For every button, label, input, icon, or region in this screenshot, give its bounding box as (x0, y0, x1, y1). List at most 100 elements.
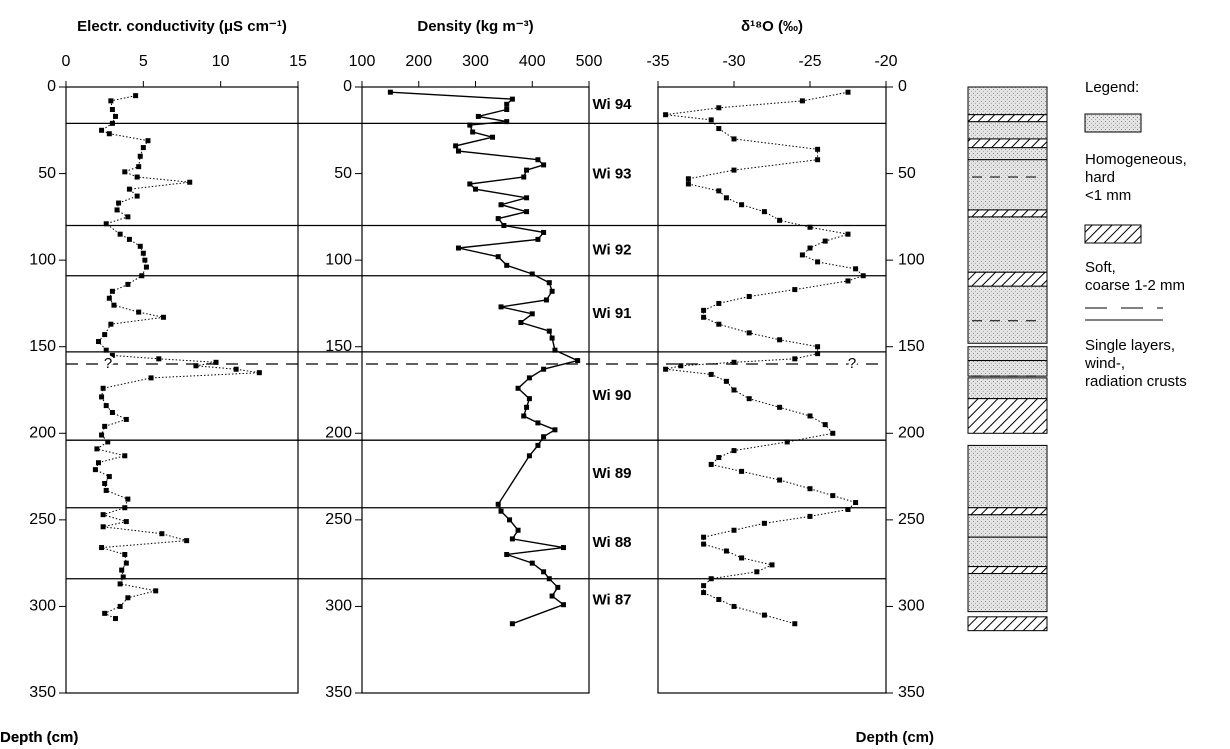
legend-text: radiation crusts (1085, 373, 1187, 390)
data-point (134, 193, 140, 199)
data-point (123, 416, 129, 422)
data-point (123, 519, 129, 525)
y-tick-label: 200 (898, 425, 925, 442)
data-point (754, 569, 760, 575)
year-label: Wi 90 (592, 387, 631, 404)
data-point (473, 186, 478, 192)
data-point (535, 236, 541, 242)
data-point (102, 423, 108, 429)
data-point (518, 319, 524, 325)
data-point (106, 131, 112, 137)
data-point (761, 612, 767, 618)
data-point (792, 287, 798, 293)
data-point (685, 176, 691, 182)
year-label: Wi 93 (592, 165, 631, 182)
data-point (120, 574, 126, 580)
data-point (701, 314, 707, 320)
data-point (136, 164, 142, 170)
y-tick-label: 50 (38, 165, 56, 182)
data-point (663, 366, 669, 372)
data-point (109, 410, 115, 416)
data-point (731, 603, 737, 609)
data-point (853, 266, 859, 272)
data-point (521, 413, 527, 419)
y-tick-label: 350 (29, 684, 56, 701)
data-point (145, 138, 151, 144)
profile-line (94, 95, 260, 619)
data-point (106, 474, 112, 480)
panel-title: Electr. conductivity (μS cm⁻¹) (77, 18, 287, 35)
homogeneous-layer (967, 285, 1048, 344)
data-point (541, 569, 547, 575)
x-tick-label: -30 (722, 53, 745, 70)
data-point (99, 432, 105, 438)
data-point (125, 496, 131, 502)
data-point (498, 304, 504, 310)
data-point (708, 117, 714, 123)
data-point (140, 250, 146, 256)
homogeneous-layer (967, 346, 1048, 362)
data-point (509, 621, 515, 627)
data-point (142, 257, 148, 263)
legend-text: Single layers, (1085, 337, 1175, 354)
data-point (126, 186, 132, 192)
y-tick-label: 350 (898, 684, 925, 701)
data-point (109, 288, 115, 294)
legend-text: coarse 1-2 mm (1085, 277, 1185, 294)
x-tick-label: 10 (212, 53, 230, 70)
x-tick-label: -35 (646, 53, 669, 70)
data-point (126, 236, 132, 242)
data-point (140, 145, 146, 151)
legend-text: Soft, (1085, 259, 1116, 276)
data-point (807, 413, 813, 419)
data-point (815, 157, 821, 163)
data-point (807, 513, 813, 519)
homogeneous-layer (967, 216, 1048, 273)
year-label: Wi 91 (592, 305, 631, 322)
data-point (521, 174, 527, 180)
data-point (102, 480, 108, 486)
data-point (739, 555, 745, 561)
data-point (701, 590, 707, 596)
data-point (535, 442, 541, 448)
data-point (546, 328, 552, 334)
y-tick-label: 250 (325, 511, 352, 528)
data-point (678, 363, 684, 369)
data-point (555, 584, 561, 590)
data-point (845, 506, 851, 512)
data-point (100, 512, 106, 518)
data-point (524, 195, 530, 201)
y-tick-label: 150 (898, 338, 925, 355)
data-point (731, 448, 737, 454)
data-point (526, 396, 532, 402)
y-tick-label: 300 (898, 598, 925, 615)
data-point (123, 560, 129, 566)
data-point (233, 366, 239, 372)
year-label: Wi 88 (592, 534, 631, 551)
data-point (109, 352, 115, 358)
data-point (455, 245, 461, 251)
data-point (708, 371, 714, 377)
x-tick-label: 5 (139, 53, 148, 70)
data-point (187, 179, 193, 185)
x-tick-label: -25 (798, 53, 821, 70)
data-point (136, 309, 142, 315)
data-point (716, 188, 722, 194)
data-point (153, 588, 159, 594)
soft-layer (967, 271, 1048, 287)
data-point (815, 351, 821, 357)
data-point (541, 434, 547, 440)
data-point (546, 280, 552, 286)
data-point (822, 422, 828, 428)
x-tick-label: 15 (289, 53, 307, 70)
soft-layer (967, 209, 1048, 218)
homogeneous-layer (967, 159, 1048, 211)
data-point (504, 101, 510, 107)
data-point (761, 520, 767, 526)
data-point (102, 332, 108, 338)
data-point (777, 404, 783, 410)
year-label: Wi 89 (592, 465, 631, 482)
panel-title: Density (kg m⁻³) (417, 18, 533, 35)
data-point (515, 527, 521, 533)
